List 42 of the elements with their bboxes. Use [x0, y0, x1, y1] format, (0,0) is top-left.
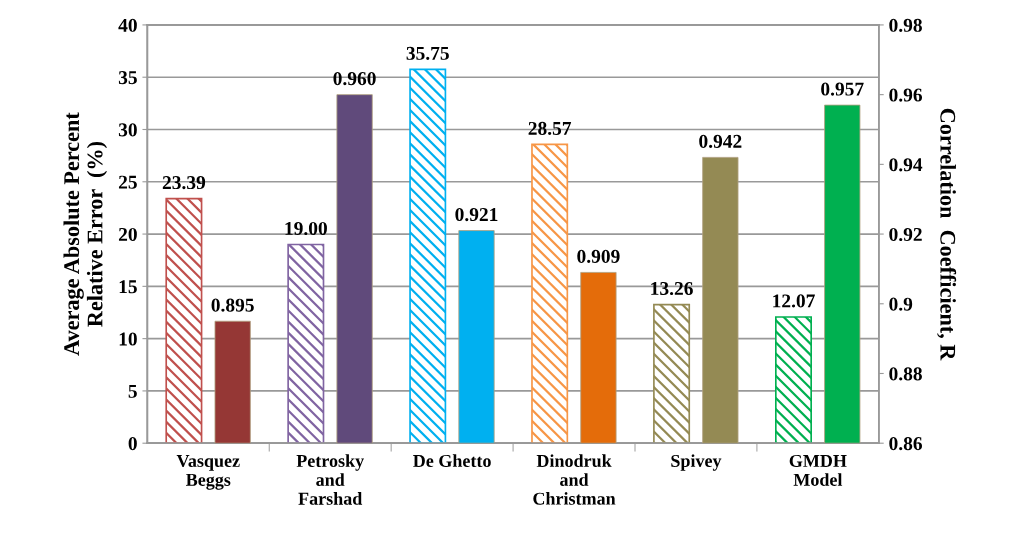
y-axis-title: Average Absolute Percent Relative Error (%) [63, 112, 108, 356]
x-tick-label: Spivey [671, 454, 722, 471]
y2-tick-label: 0.88 [889, 367, 922, 381]
y2-tick-label: 0.86 [889, 437, 923, 451]
y-tick-label: 40 [118, 18, 137, 32]
y-tick-label: 0 [128, 437, 137, 451]
data-label: 0.960 [333, 72, 376, 86]
y2-tick-label: 0.92 [889, 227, 922, 242]
x-tick-label: GMDH Model [789, 454, 847, 486]
y2-tick-label: 0.98 [889, 18, 922, 32]
data-label: 19.00 [285, 221, 327, 236]
x-tick-label: De Ghetto [413, 454, 491, 468]
data-label: 23.39 [162, 176, 206, 190]
data-label: 0.957 [821, 82, 864, 96]
bar [531, 143, 569, 444]
y-tick-label: 30 [118, 123, 137, 137]
data-label: 0.921 [455, 207, 498, 222]
bar [653, 303, 691, 444]
y-tick-label: 20 [118, 227, 137, 241]
data-label: 0.942 [699, 134, 742, 148]
y-tick-label: 35 [118, 71, 137, 85]
data-label: 13.26 [651, 281, 693, 296]
data-label: 35.75 [406, 46, 449, 60]
y-tick-label: 5 [128, 384, 137, 398]
y2-axis-title: Correlation Coefficient, R [937, 108, 957, 361]
bar [774, 316, 813, 444]
y-tick-label: 10 [119, 332, 137, 346]
data-label: 12.07 [773, 294, 815, 308]
bar [287, 243, 325, 444]
y-tick-label: 25 [118, 175, 137, 189]
bar [409, 68, 447, 444]
x-tick-label: Dinodruk and Christman [533, 454, 616, 505]
data-label: 0.895 [211, 298, 254, 312]
bar [165, 197, 203, 444]
y2-tick-label: 0.94 [889, 158, 923, 172]
y-tick-label: 15 [119, 280, 137, 294]
x-tick-label: Vasquez Beggs [176, 455, 240, 490]
x-tick-label: Petrosky and Farshad [296, 454, 364, 505]
y2-tick-label: 0.96 [889, 88, 923, 102]
data-label: 0.909 [577, 249, 620, 263]
data-label: 28.57 [528, 121, 572, 136]
y2-tick-label: 0.9 [889, 297, 913, 311]
